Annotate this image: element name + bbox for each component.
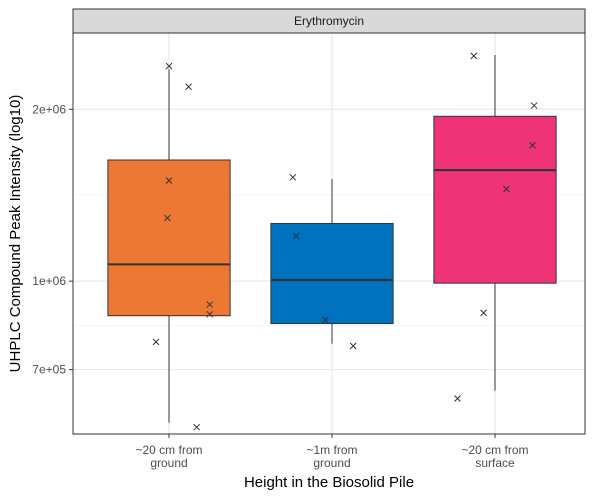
data-point xyxy=(289,173,297,181)
data-point xyxy=(470,52,478,60)
y-tick-label: 2e+06 xyxy=(32,102,66,116)
data-point xyxy=(193,423,201,431)
x-tick-label-line: ~20 cm from xyxy=(135,443,202,457)
data-point-stroke xyxy=(164,214,171,222)
point-layer xyxy=(152,52,538,431)
data-point xyxy=(165,177,173,184)
y-axis-title: UHPLC Compound Peak Intensity (log10) xyxy=(7,95,24,373)
data-point xyxy=(503,185,510,193)
data-point-stroke xyxy=(292,232,300,240)
x-tick-label: ~20 cm from surface xyxy=(461,443,528,470)
data-point-stroke xyxy=(289,173,297,181)
data-point-stroke xyxy=(206,310,214,318)
data-point xyxy=(152,338,160,346)
data-point xyxy=(349,342,357,350)
data-point xyxy=(165,62,173,70)
x-tick-label-line: ground xyxy=(313,456,350,470)
data-point xyxy=(480,309,487,317)
box-body xyxy=(107,159,231,317)
x-tick-label-line: ground xyxy=(150,456,187,470)
data-point xyxy=(292,232,300,240)
y-tick-label: 7e+05 xyxy=(32,363,66,377)
data-point-stroke xyxy=(530,102,538,109)
data-point-stroke xyxy=(165,62,173,70)
facet-strip-label: Erythromycin xyxy=(294,14,364,28)
boxplot-2 xyxy=(270,178,394,344)
data-point-stroke xyxy=(480,309,487,317)
data-point-stroke xyxy=(193,423,201,431)
data-point xyxy=(530,102,538,109)
data-point-stroke xyxy=(165,177,173,184)
facet-strip xyxy=(72,8,586,34)
strip-layer: Erythromycin xyxy=(72,8,586,34)
y-tick-label: 1e+06 xyxy=(32,274,66,288)
data-point xyxy=(164,214,171,222)
data-point-stroke xyxy=(152,338,160,346)
boxplot-3 xyxy=(433,54,557,391)
x-tick-label-line: ~1m from xyxy=(306,443,357,457)
x-tick-label: ~20 cm from ground xyxy=(135,443,202,470)
data-point-stroke xyxy=(322,316,329,324)
data-point xyxy=(206,301,214,308)
data-point xyxy=(206,310,214,318)
box-body xyxy=(433,115,557,284)
x-tick-label: ~1m from ground xyxy=(306,443,357,470)
data-point-stroke xyxy=(470,52,478,60)
x-axis-title: Height in the Biosolid Pile xyxy=(244,474,414,491)
boxplot-1 xyxy=(107,69,231,423)
data-point-stroke xyxy=(206,301,214,308)
box-layer xyxy=(107,54,557,423)
data-point xyxy=(454,395,461,402)
data-point-stroke xyxy=(349,342,357,350)
data-point-stroke xyxy=(529,141,536,149)
data-point-stroke xyxy=(454,395,461,402)
data-point xyxy=(322,316,329,324)
data-point-stroke xyxy=(185,83,192,91)
data-point xyxy=(185,83,192,91)
data-point-stroke xyxy=(503,185,510,193)
data-point xyxy=(529,141,536,149)
x-tick-label-line: ~20 cm from xyxy=(461,443,528,457)
x-tick-label-line: surface xyxy=(475,456,515,470)
box-body xyxy=(270,222,394,325)
